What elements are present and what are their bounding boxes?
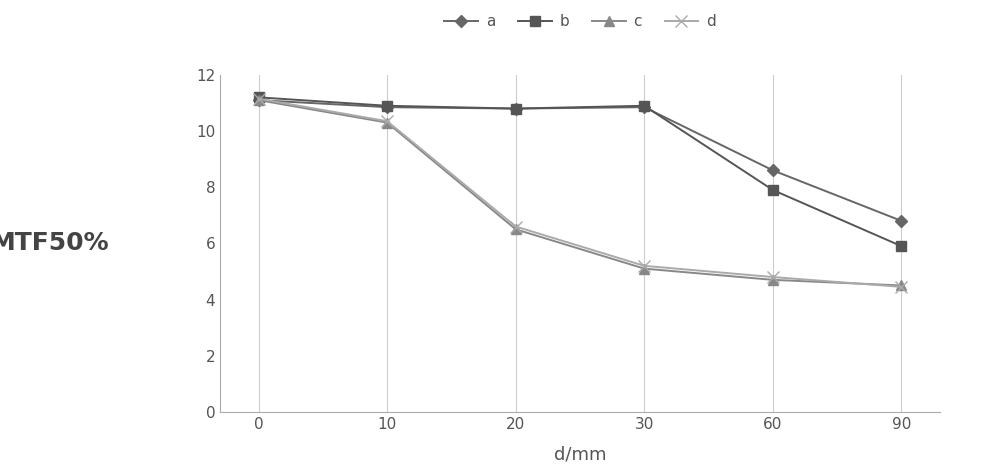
b — [253, 95, 265, 100]
b — [381, 103, 393, 109]
b — [638, 103, 650, 109]
Line: b: b — [254, 93, 906, 251]
d — [381, 118, 393, 124]
d — [767, 274, 779, 280]
a — [895, 218, 907, 224]
d — [638, 263, 650, 269]
Legend: a, b, c, d: a, b, c, d — [438, 8, 722, 36]
X-axis label: d/mm: d/mm — [554, 446, 606, 464]
c — [895, 283, 907, 288]
b — [510, 106, 522, 111]
b — [767, 187, 779, 193]
Line: d: d — [253, 93, 907, 292]
d — [510, 224, 522, 229]
Text: MTF50%: MTF50% — [0, 231, 109, 256]
c — [253, 97, 265, 103]
d — [253, 96, 265, 102]
a — [381, 104, 393, 110]
c — [381, 120, 393, 125]
a — [767, 168, 779, 173]
a — [253, 97, 265, 103]
Line: a: a — [254, 96, 906, 225]
a — [510, 106, 522, 111]
d — [895, 284, 907, 290]
c — [767, 277, 779, 283]
a — [638, 104, 650, 110]
b — [895, 243, 907, 249]
c — [638, 266, 650, 271]
c — [510, 227, 522, 232]
Line: c: c — [254, 95, 906, 290]
